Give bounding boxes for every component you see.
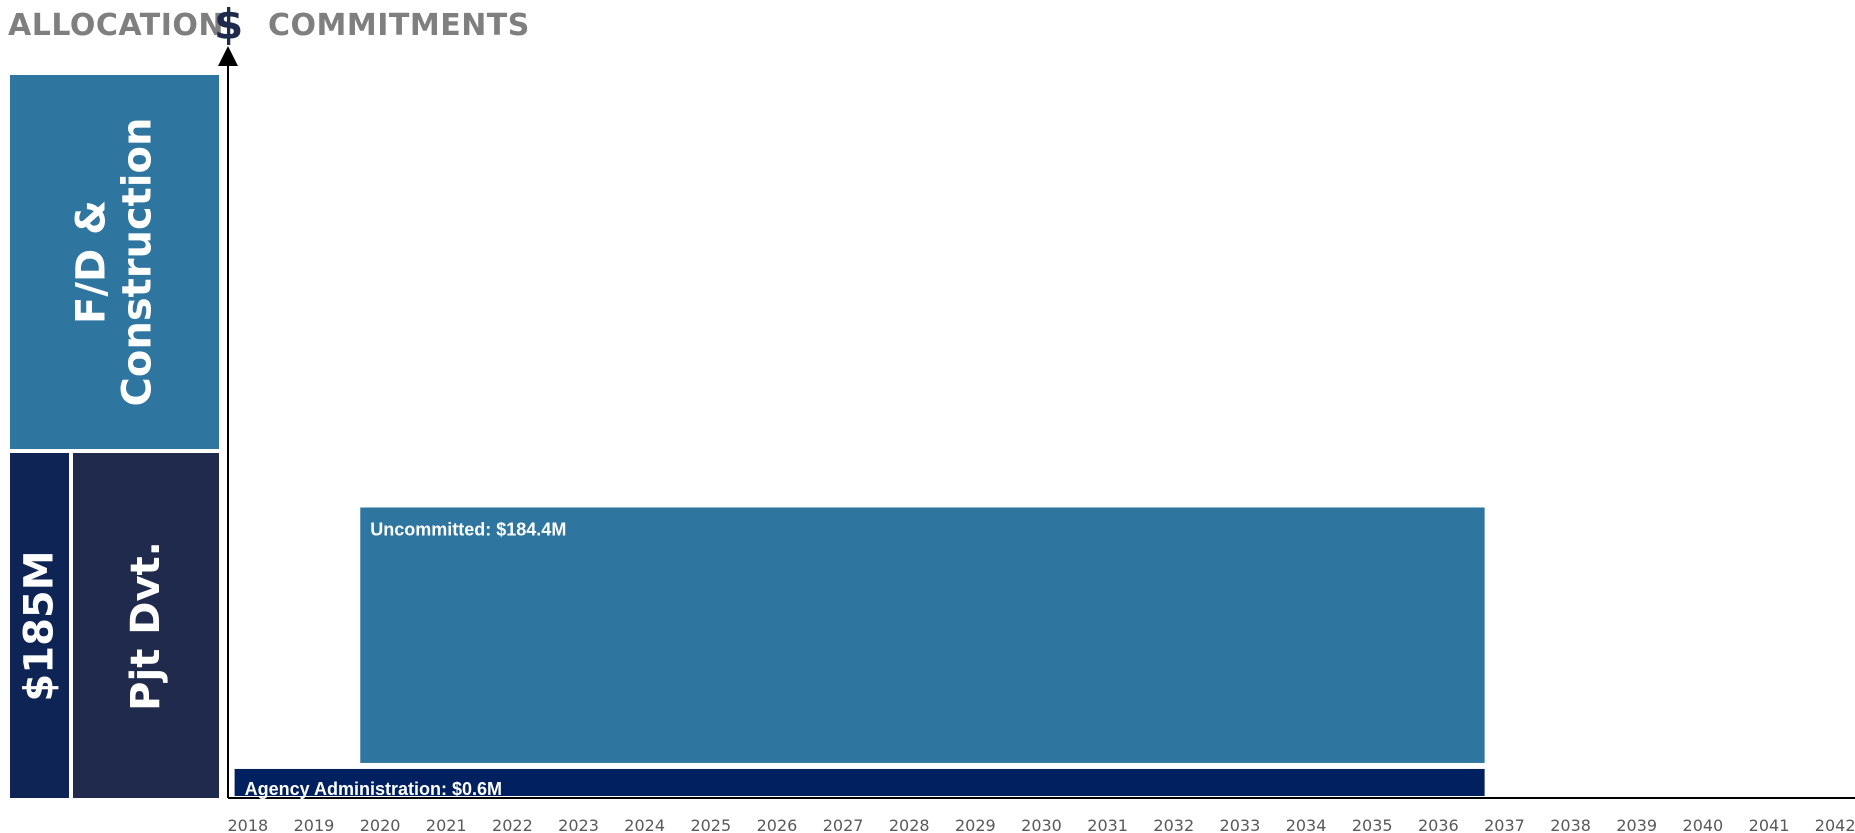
- x-tick-label: 2024: [624, 816, 665, 833]
- agency-administration-bar: [234, 768, 1485, 796]
- x-tick-label: 2033: [1220, 816, 1261, 833]
- x-tick-label: 2036: [1418, 816, 1459, 833]
- x-tick-label: 2037: [1484, 816, 1525, 833]
- x-tick-label: 2029: [955, 816, 996, 833]
- x-tick-label: 2041: [1749, 816, 1790, 833]
- x-tick-label: 2025: [690, 816, 731, 833]
- x-tick-label: 2034: [1286, 816, 1327, 833]
- x-tick-label: 2027: [823, 816, 864, 833]
- x-tick-label: 2023: [558, 816, 599, 833]
- x-tick-label: 2021: [426, 816, 467, 833]
- x-tick-label: 2022: [492, 816, 533, 833]
- project-development-block: Pjt Dvt.: [73, 453, 219, 798]
- x-tick-label: 2039: [1616, 816, 1657, 833]
- total-allocation-block: $185M: [10, 453, 69, 798]
- x-tick-label: 2035: [1352, 816, 1393, 833]
- x-tick-label: 2032: [1153, 816, 1194, 833]
- x-tick-label: 2028: [889, 816, 930, 833]
- uncommitted-bar: [360, 507, 1485, 763]
- agency-administration-label: Agency Administration: $0.6M: [245, 779, 502, 799]
- x-tick-label: 2042: [1815, 816, 1855, 833]
- commitments-heading: COMMITMENTS: [268, 8, 530, 43]
- fd-construction-block: F/D & Construction: [10, 75, 219, 449]
- uncommitted-label: Uncommitted: $184.4M: [370, 519, 566, 539]
- x-tick-label: 2018: [227, 816, 268, 833]
- dollar-icon: $: [214, 0, 244, 49]
- x-tick-label: 2030: [1021, 816, 1062, 833]
- allocation-heading: ALLOCATION: [8, 8, 225, 43]
- x-tick-label: 2026: [757, 816, 798, 833]
- x-tick-label: 2019: [294, 816, 335, 833]
- x-tick-label: 2031: [1087, 816, 1128, 833]
- x-tick-label: 2020: [360, 816, 401, 833]
- x-tick-label: 2038: [1550, 816, 1591, 833]
- x-tick-label: 2040: [1683, 816, 1724, 833]
